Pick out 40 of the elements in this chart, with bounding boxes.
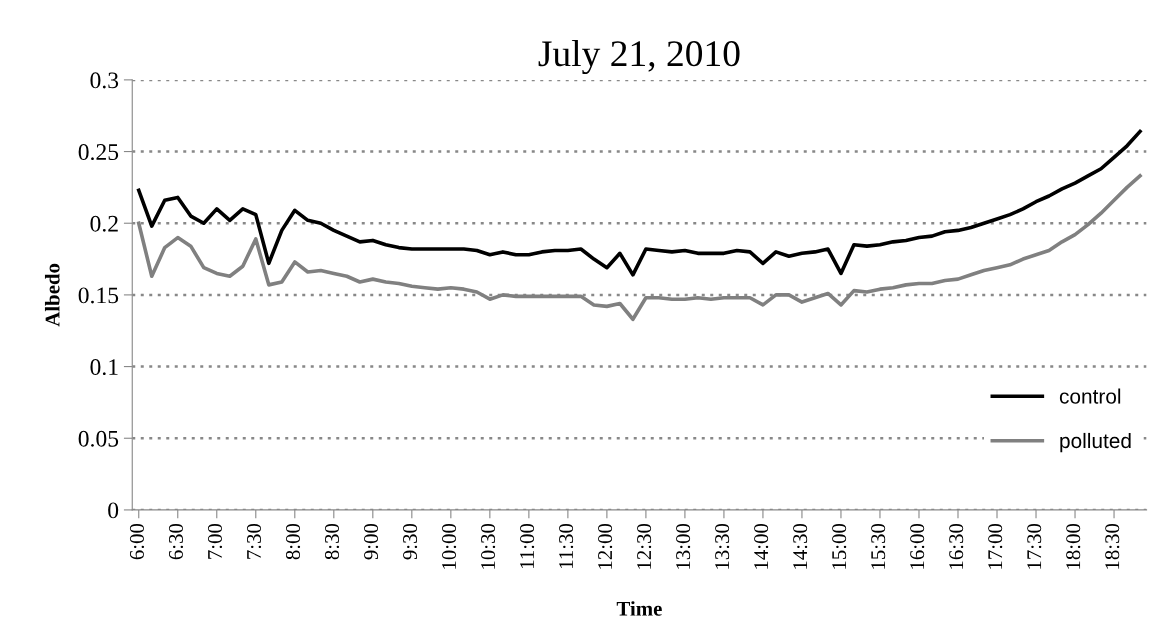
x-tick-label: 16:30 — [949, 523, 964, 569]
x-tick-label: 7:30 — [246, 523, 262, 559]
legend-label: polluted — [1060, 432, 1131, 453]
x-tick-label: 15:30 — [871, 523, 886, 569]
x-tick-label: 9:00 — [363, 523, 379, 560]
line-series — [136, 129, 1142, 277]
x-tick-label: 17:00 — [988, 523, 1003, 569]
x-tick-label: 12:00 — [598, 523, 613, 569]
x-tick-label: 15:00 — [832, 523, 847, 569]
x-tick-label: 18:30 — [1105, 523, 1120, 569]
x-tick-label: 14:30 — [793, 523, 808, 569]
x-tick-label: 18:00 — [1066, 523, 1081, 569]
y-axis-title: Albedo — [44, 263, 60, 327]
x-tick-label: 16:00 — [910, 523, 925, 569]
y-tick-label: 0.2 — [90, 215, 118, 232]
x-tick-label: 7:00 — [207, 523, 223, 559]
y-tick-label: 0.15 — [78, 287, 119, 304]
x-tick-label: 11:30 — [559, 523, 574, 568]
chart-title: July 21, 2010 — [538, 39, 740, 75]
x-tick-label: 9:30 — [402, 523, 418, 560]
y-tick-label: 0 — [108, 502, 119, 519]
x-tick-label: 8:30 — [324, 523, 340, 560]
x-tick-label: 10:30 — [481, 523, 496, 569]
y-tick-label: 0.25 — [78, 144, 119, 161]
legend-label: control — [1059, 388, 1121, 404]
x-tick-label: 13:00 — [676, 523, 691, 569]
x-tick-label: 6:00 — [129, 523, 145, 560]
x-axis-title: Time — [616, 601, 662, 616]
x-tick-label: 8:00 — [285, 523, 301, 560]
x-tick-label: 13:30 — [715, 523, 730, 569]
x-tick-label: 14:00 — [754, 523, 769, 569]
x-tick-label: 10:00 — [442, 523, 457, 569]
line-series — [136, 174, 1142, 322]
x-tick-label: 6:30 — [168, 523, 184, 560]
x-tick-label: 11:00 — [520, 523, 535, 568]
y-tick-label: 0.05 — [78, 430, 119, 447]
x-tick-label: 17:30 — [1027, 523, 1042, 569]
x-tick-label: 12:30 — [637, 523, 652, 569]
y-tick-label: 0.1 — [90, 359, 118, 376]
y-tick-label: 0.3 — [90, 72, 119, 89]
